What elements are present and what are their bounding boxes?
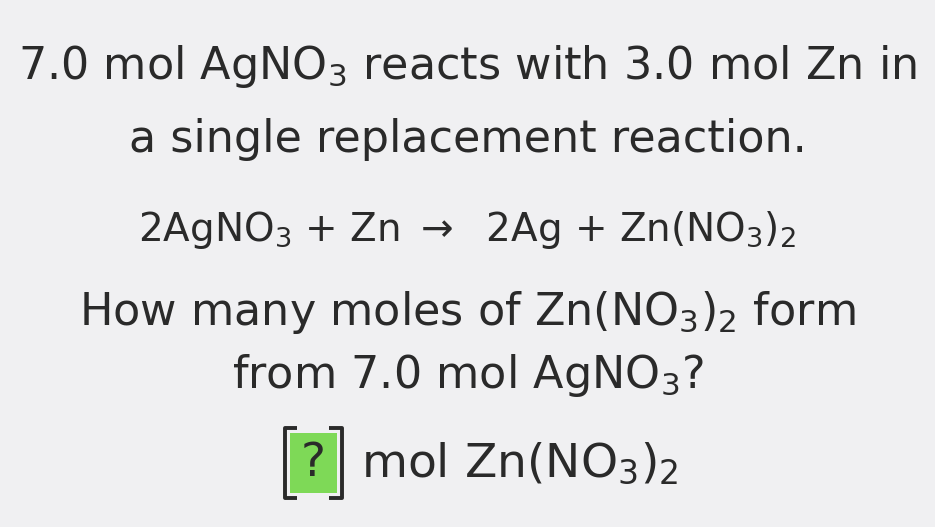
Text: a single replacement reaction.: a single replacement reaction. (129, 118, 806, 161)
FancyBboxPatch shape (290, 433, 337, 493)
Text: ?: ? (301, 441, 325, 486)
Text: How many moles of Zn(NO$_3$)$_2$ form: How many moles of Zn(NO$_3$)$_2$ form (79, 289, 856, 336)
Text: 7.0 mol AgNO$_3$ reacts with 3.0 mol Zn in: 7.0 mol AgNO$_3$ reacts with 3.0 mol Zn … (18, 43, 917, 90)
Text: 2AgNO$_3$ + Zn $\rightarrow$  2Ag + Zn(NO$_3$)$_2$: 2AgNO$_3$ + Zn $\rightarrow$ 2Ag + Zn(NO… (138, 209, 797, 251)
Text: mol Zn(NO$_3$)$_2$: mol Zn(NO$_3$)$_2$ (361, 440, 678, 486)
Text: from 7.0 mol AgNO$_3$?: from 7.0 mol AgNO$_3$? (232, 352, 703, 398)
